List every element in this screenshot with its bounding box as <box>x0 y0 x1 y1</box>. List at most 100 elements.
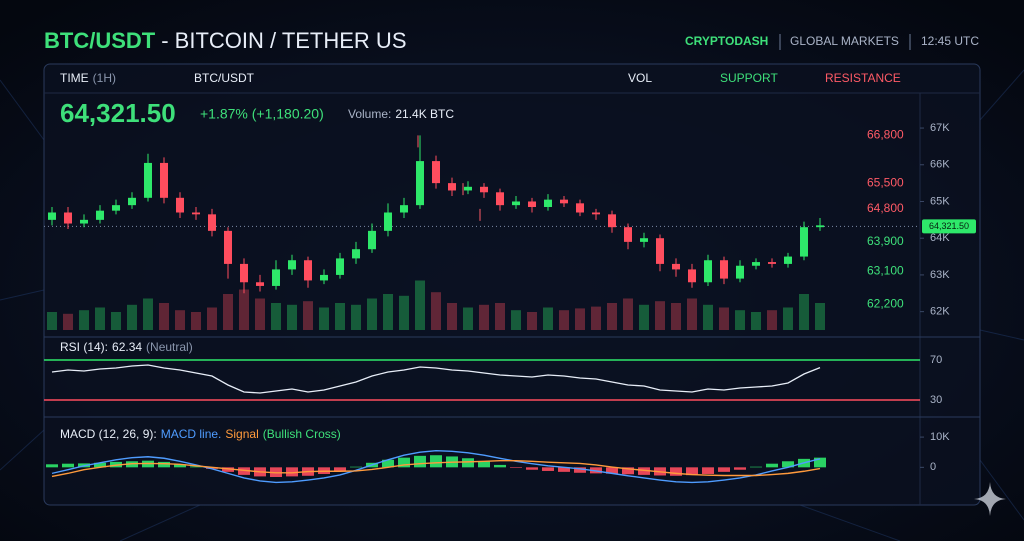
candle-body <box>752 262 760 266</box>
macd-histogram-bar <box>702 467 714 474</box>
volume-bar <box>575 308 585 330</box>
candle-body <box>288 260 296 270</box>
candle-body <box>432 161 440 184</box>
candle-body <box>112 205 120 211</box>
volume-bar <box>271 303 281 330</box>
candle-body <box>480 186 488 193</box>
macd-histogram-bar <box>638 467 650 475</box>
macd-histogram-bar <box>190 466 202 468</box>
candle-body <box>720 260 728 279</box>
support-label: 63,100 <box>867 263 904 277</box>
macd-histogram-bar <box>510 467 522 468</box>
market: GLOBAL MARKETS <box>790 34 899 48</box>
volume-bar <box>159 303 169 330</box>
candle-body <box>416 161 424 206</box>
volume-bar <box>175 310 185 330</box>
candle-body <box>672 263 680 270</box>
volume-bar <box>47 312 57 330</box>
volume-bar <box>655 301 665 330</box>
y-tick-label: 0 <box>930 461 936 473</box>
volume-bar <box>463 307 473 330</box>
macd-histogram-bar <box>350 466 362 468</box>
y-tick-label: 10K <box>930 431 950 443</box>
candle-body <box>208 214 216 231</box>
volume-bar <box>607 303 617 330</box>
volume-bar <box>767 310 777 330</box>
candle-body <box>592 212 600 215</box>
pair-label: BTC/USDT <box>194 71 255 85</box>
macd-series-line <box>51 459 821 478</box>
candle-body <box>320 274 328 281</box>
candle-body <box>688 269 696 283</box>
candle-body <box>192 212 200 215</box>
candle-body <box>784 256 792 264</box>
candle-body <box>176 197 184 213</box>
macd-histogram-bar <box>718 467 730 472</box>
macd-histogram-bar <box>238 467 250 475</box>
volume-bar <box>447 303 457 330</box>
macd-histogram-bar <box>734 467 746 470</box>
macd-histogram-bar <box>766 463 778 468</box>
clock: 12:45 UTC <box>921 34 979 48</box>
macd-histogram-bar <box>670 467 682 476</box>
candle-body <box>240 263 248 283</box>
volume-bar <box>687 298 697 330</box>
resistance-label: 64,800 <box>867 201 904 215</box>
candle-body <box>336 258 344 275</box>
candle-body <box>48 212 56 220</box>
candle-body <box>624 227 632 242</box>
macd-histogram-bar <box>494 464 506 468</box>
candle-body <box>464 186 472 191</box>
candle-body <box>800 227 808 257</box>
volume-bar <box>287 304 297 330</box>
volume-bar <box>815 303 825 330</box>
volume-bar <box>527 312 537 330</box>
volume-bar <box>191 312 201 330</box>
macd-histogram-bar <box>574 467 586 473</box>
volume-bar <box>719 307 729 330</box>
candle-body <box>352 249 360 259</box>
macd-histogram-bar <box>46 464 58 468</box>
candle-body <box>384 212 392 231</box>
macd-histogram-bar <box>206 467 218 469</box>
candle-body <box>704 260 712 283</box>
volume-bar <box>111 312 121 330</box>
volume-bar <box>511 310 521 330</box>
candle-body <box>768 262 776 264</box>
volume-bar <box>207 307 217 330</box>
volume-bar <box>671 303 681 330</box>
volume-bar <box>479 304 489 330</box>
candle-body <box>560 199 568 204</box>
price-tag-label: 64,321.50 <box>929 221 969 231</box>
volume-bar <box>63 313 73 330</box>
candle-body <box>160 162 168 198</box>
candle-body <box>496 192 504 206</box>
macd-histogram-bar <box>430 455 442 468</box>
macd-histogram-bar <box>222 467 234 472</box>
corner-sparkle <box>974 482 1006 516</box>
macd-histogram-bar <box>542 467 554 471</box>
page-title: BTC/USDT - BITCOIN / TETHER US <box>44 28 407 53</box>
volume-bar <box>383 294 393 330</box>
candle-body <box>816 225 824 228</box>
candle-body <box>576 203 584 213</box>
candle-body <box>368 230 376 250</box>
macd-histogram-bar <box>158 461 170 468</box>
candle-body <box>128 197 136 206</box>
macd-histogram-bar <box>750 466 762 468</box>
y-tick-label: 64K <box>930 232 950 244</box>
y-tick-label: 70 <box>930 354 942 366</box>
candle-body <box>640 238 648 242</box>
candle-body <box>400 205 408 213</box>
volume-stat: Volume: 21.4K BTC <box>348 107 454 121</box>
candle-body <box>64 212 72 224</box>
volume-bar <box>303 301 313 330</box>
volume-bar <box>79 310 89 330</box>
y-tick-label: 65K <box>930 195 950 207</box>
volume-bar <box>399 295 409 330</box>
volume-bar <box>799 294 809 330</box>
volume-bar <box>591 306 601 330</box>
volume-bar <box>751 312 761 330</box>
